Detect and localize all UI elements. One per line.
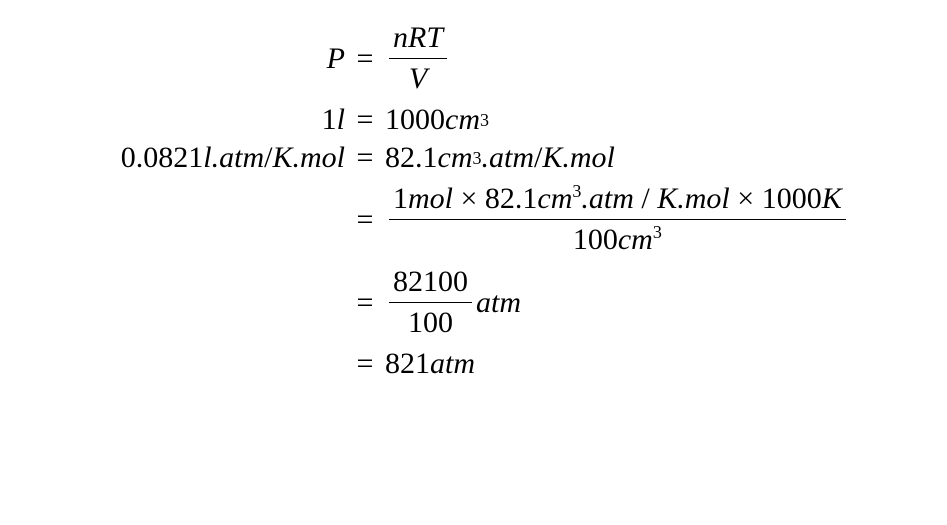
eq4-den-sup: 3 [653,222,662,242]
eq1-fraction: nRT V [389,20,447,97]
eq3-lhs-unit1: l.atm [203,141,264,175]
eq4-num-b-unit: cm [537,182,572,215]
eq4-den-val: 100 [573,223,618,256]
eq4-num-c-val: 1000 [762,182,822,215]
eq-row-4: = 1mol × 82.1cm3.atm / K.mol × 1000K 100… [0,181,947,258]
eq4-fraction: 1mol × 82.1cm3.atm / K.mol × 1000K 100cm… [389,181,846,258]
eq6-rhs: 821atm [385,347,947,381]
eq2-rhs-unit: cm [445,103,480,137]
eq4-num-b-tail3: K.mol [657,182,730,215]
equals-sign: = [345,347,385,381]
equals-sign: = [345,141,385,175]
eq2-rhs: 1000cm3 [385,103,947,137]
eq4-rhs: 1mol × 82.1cm3.atm / K.mol × 1000K 100cm… [385,181,947,258]
eq5-denominator: 100 [404,305,457,341]
eq3-rhs-tail3: K.mol [542,141,615,175]
eq1-rhs: nRT V [385,20,947,97]
eq-row-3: 0.0821l.atm / K.mol = 82.1cm3.atm / K.mo… [0,141,947,175]
eq1-lhs: P [0,42,345,76]
eq4-numerator: 1mol × 82.1cm3.atm / K.mol × 1000K [389,181,846,217]
equals-sign: = [345,42,385,76]
eq4-num-a-unit: mol [408,182,453,215]
eq-row-1: P = nRT V [0,20,947,97]
eq-row-2: 1l = 1000cm3 [0,103,947,137]
eq1-numerator: nRT [389,20,447,56]
eq3-lhs: 0.0821l.atm / K.mol [0,141,345,175]
eq4-num-b-val: 82.1 [485,182,538,215]
eq3-rhs-unit-cm: cm [438,141,473,175]
eq4-num-c-unit: K [822,182,842,215]
eq5-unit: atm [476,286,521,320]
eq-row-5: = 82100 100 atm [0,264,947,341]
eq3-rhs-tail1: .atm [481,141,534,175]
eq3-lhs-val: 0.0821 [121,141,204,175]
eq5-numerator: 82100 [389,264,472,300]
eq4-num-b-tail2: / [634,182,657,215]
equals-sign: = [345,203,385,237]
eq5-fraction: 82100 100 [389,264,472,341]
eq4-den-unit: cm [618,223,653,256]
eq2-lhs: 1l [0,103,345,137]
eq-row-6: = 821atm [0,347,947,381]
equals-sign: = [345,103,385,137]
equation-block: P = nRT V 1l = 1000cm3 0.0821l.atm / K.m… [0,0,947,381]
times-sign: × [453,182,485,215]
equals-sign: = [345,286,385,320]
eq6-val: 821 [385,347,430,381]
times-sign: × [730,182,762,215]
eq2-lhs-unit: l [337,103,345,137]
eq3-rhs-val: 82.1 [385,141,438,175]
eq1-denominator: V [405,61,431,97]
eq2-lhs-val: 1 [322,103,337,137]
eq4-denominator: 100cm3 [569,222,666,258]
eq4-num-a-val: 1 [393,182,408,215]
fraction-bar [389,302,472,303]
eq6-unit: atm [430,347,475,381]
eq3-rhs: 82.1cm3.atm / K.mol [385,141,947,175]
fraction-bar [389,219,846,220]
eq1-lhs-var: P [327,42,345,76]
eq5-rhs: 82100 100 atm [385,264,947,341]
fraction-bar [389,58,447,59]
eq3-lhs-unit2: K.mol [272,141,345,175]
eq4-num-b-tail1: .atm [581,182,634,215]
eq2-rhs-val: 1000 [385,103,445,137]
